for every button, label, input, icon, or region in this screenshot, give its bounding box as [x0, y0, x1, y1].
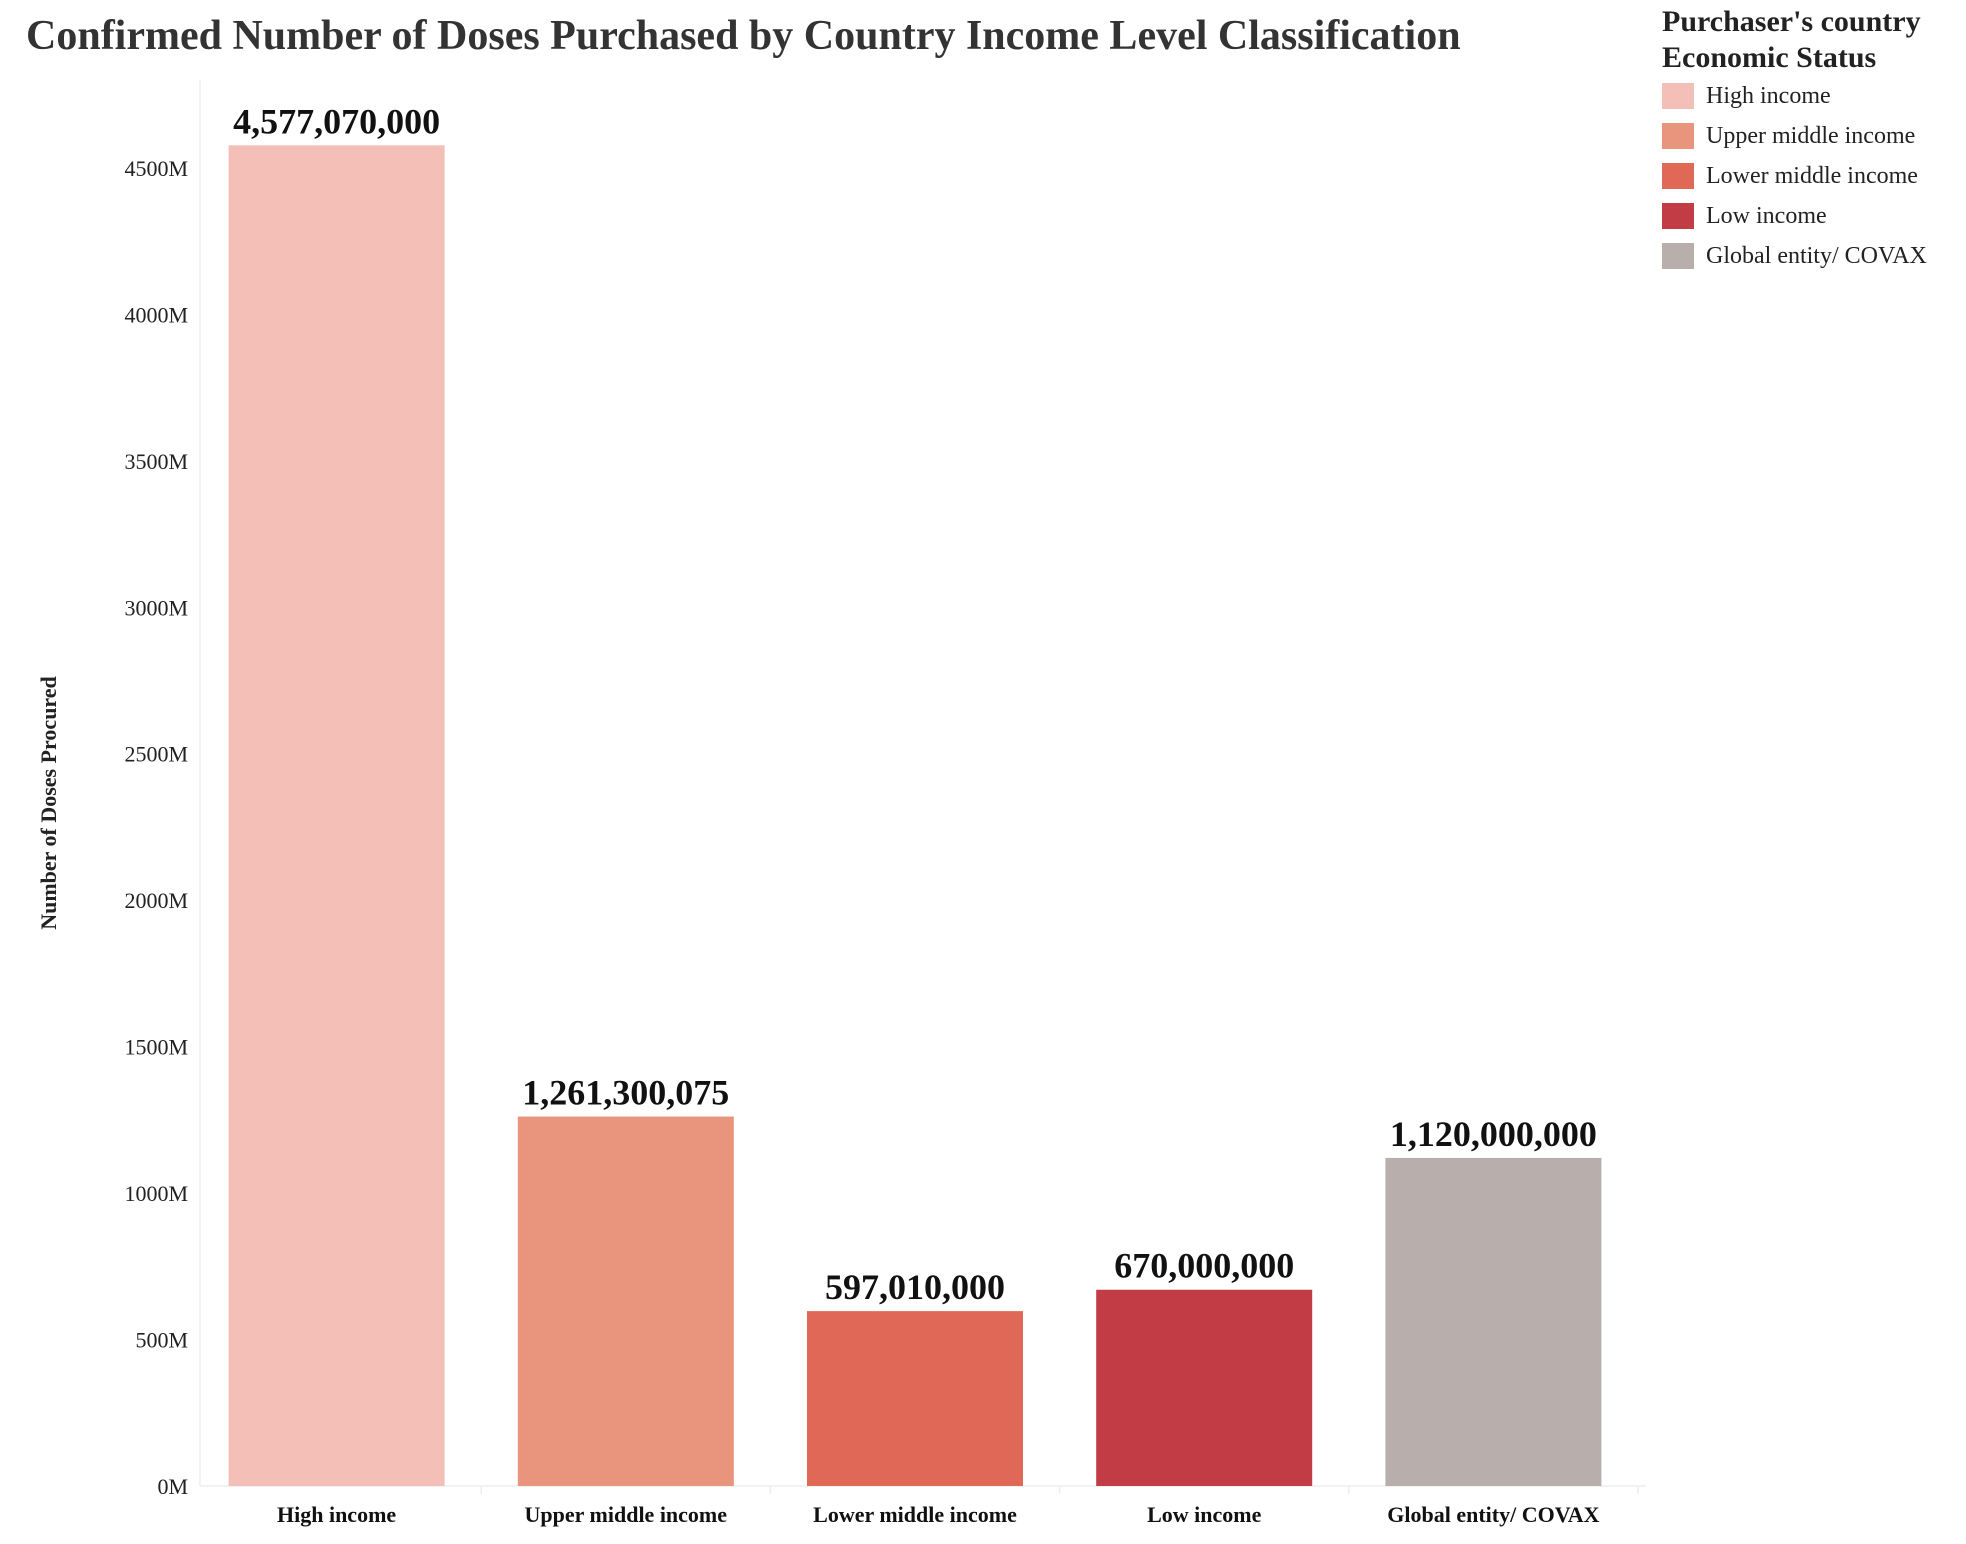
chart-title: Confirmed Number of Doses Purchased by C…	[26, 13, 1461, 59]
legend-title: Purchaser's country Economic Status	[1662, 5, 1921, 74]
legend-items: High income Upper middle income Lower midd…	[1662, 76, 1927, 276]
bar-value-label: 670,000,000	[1114, 1246, 1294, 1286]
y-axis-title: Number of Doses Procured	[36, 676, 61, 930]
bar-value-label: 1,120,000,000	[1390, 1114, 1597, 1154]
x-tick-label: High income	[277, 1502, 396, 1527]
chart-bars	[228, 145, 1602, 1486]
y-tick-label: 4000M	[124, 302, 188, 327]
bar	[228, 145, 445, 1486]
x-tick-label: Upper middle income	[525, 1502, 728, 1527]
legend-item[interactable]: Upper middle income	[1662, 116, 1927, 156]
bar	[807, 1311, 1023, 1486]
legend: Purchaser's country Economic Status High…	[1662, 4, 1927, 276]
y-tick-label: 2000M	[124, 888, 188, 913]
y-tick-label: 3000M	[124, 595, 188, 620]
legend-item[interactable]: Low income	[1662, 196, 1927, 236]
legend-item[interactable]: High income	[1662, 76, 1927, 116]
legend-label: Global entity/ COVAX	[1706, 242, 1927, 269]
x-tick-label: Lower middle income	[813, 1502, 1017, 1527]
x-tick-label: Global entity/ COVAX	[1387, 1502, 1599, 1527]
y-tick-label: 1500M	[124, 1035, 188, 1060]
bar-value-label: 1,261,300,075	[522, 1073, 729, 1113]
y-tick-label: 500M	[135, 1328, 188, 1353]
x-tick-label: Low income	[1147, 1502, 1262, 1527]
legend-label: Lower middle income	[1706, 162, 1918, 189]
bar	[517, 1116, 734, 1486]
y-tick-label: 0M	[157, 1474, 188, 1499]
legend-swatch	[1662, 163, 1694, 189]
y-tick-label: 1000M	[124, 1181, 188, 1206]
legend-swatch	[1662, 123, 1694, 149]
legend-swatch	[1662, 243, 1694, 269]
legend-label: Upper middle income	[1706, 122, 1916, 149]
bar	[1385, 1157, 1602, 1486]
legend-item[interactable]: Global entity/ COVAX	[1662, 236, 1927, 276]
legend-label: Low income	[1706, 202, 1827, 229]
legend-swatch	[1662, 203, 1694, 229]
bar	[1096, 1289, 1313, 1486]
legend-item[interactable]: Lower middle income	[1662, 156, 1927, 196]
legend-label: High income	[1706, 82, 1831, 109]
y-tick-label: 4500M	[124, 156, 188, 181]
bar-value-label: 4,577,070,000	[233, 101, 440, 141]
y-tick-label: 2500M	[124, 742, 188, 767]
bar-value-label: 597,010,000	[825, 1267, 1005, 1307]
y-tick-label: 3500M	[124, 449, 188, 474]
chart-labels: 4,577,070,000 High income 1,261,300,075 Upp…	[233, 101, 1600, 1527]
legend-swatch	[1662, 83, 1694, 109]
